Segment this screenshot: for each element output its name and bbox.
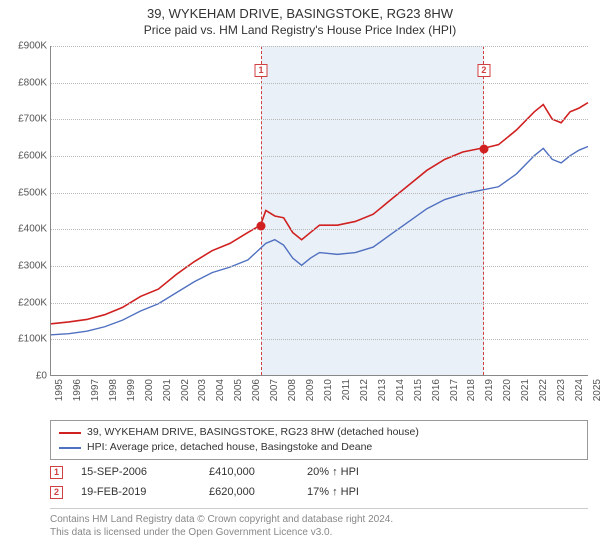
legend-row-property: 39, WYKEHAM DRIVE, BASINGSTOKE, RG23 8HW…: [59, 425, 579, 440]
gridline: [51, 83, 588, 84]
x-axis-label: 2002: [180, 379, 191, 401]
x-axis-label: 2007: [269, 379, 280, 401]
x-axis-label: 2003: [197, 379, 208, 401]
x-axis-label: 2019: [484, 379, 495, 401]
legend-label-hpi: HPI: Average price, detached house, Basi…: [87, 440, 372, 455]
legend-swatch-blue: [59, 447, 81, 449]
footer: Contains HM Land Registry data © Crown c…: [50, 508, 588, 539]
x-axis-label: 2024: [574, 379, 585, 401]
footer-line1: Contains HM Land Registry data © Crown c…: [50, 513, 588, 526]
x-axis-label: 2011: [341, 379, 352, 401]
y-axis-label: £100K: [18, 334, 47, 345]
gridline: [51, 156, 588, 157]
y-axis-label: £200K: [18, 297, 47, 308]
x-axis-label: 2005: [233, 379, 244, 401]
x-axis-label: 2009: [305, 379, 316, 401]
legend-label-property: 39, WYKEHAM DRIVE, BASINGSTOKE, RG23 8HW…: [87, 425, 419, 440]
sales-table: 1 15-SEP-2006 £410,000 20% ↑ HPI 2 19-FE…: [50, 462, 588, 502]
y-axis-label: £900K: [18, 41, 47, 52]
x-axis-label: 2012: [359, 379, 370, 401]
x-axis-label: 1997: [90, 379, 101, 401]
sale-price: £410,000: [209, 466, 289, 478]
x-axis-label: 2022: [538, 379, 549, 401]
x-axis-label: 2023: [556, 379, 567, 401]
x-axis-label: 2008: [287, 379, 298, 401]
y-axis-label: £0: [36, 371, 47, 382]
series-line: [51, 146, 588, 334]
x-axis-label: 1998: [108, 379, 119, 401]
plot-svg: [51, 46, 588, 375]
y-axis-label: £800K: [18, 77, 47, 88]
sale-marker-box: 1: [254, 64, 267, 77]
x-axis-label: 2025: [592, 379, 600, 401]
sale-marker-2: 2: [50, 486, 63, 499]
gridline: [51, 266, 588, 267]
footer-line2: This data is licensed under the Open Gov…: [50, 526, 588, 539]
y-axis-label: £700K: [18, 114, 47, 125]
sale-hpi: 17% ↑ HPI: [307, 486, 397, 498]
x-axis-label: 2010: [323, 379, 334, 401]
title-main: 39, WYKEHAM DRIVE, BASINGSTOKE, RG23 8HW: [0, 6, 600, 21]
y-axis-label: £400K: [18, 224, 47, 235]
series-line: [51, 103, 588, 324]
x-axis-label: 1995: [54, 379, 65, 401]
chart-plot-area: £0£100K£200K£300K£400K£500K£600K£700K£80…: [50, 46, 588, 376]
x-axis-label: 2017: [449, 379, 460, 401]
title-block: 39, WYKEHAM DRIVE, BASINGSTOKE, RG23 8HW…: [0, 0, 600, 37]
y-axis-label: £300K: [18, 261, 47, 272]
sale-hpi: 20% ↑ HPI: [307, 466, 397, 478]
x-axis-label: 2016: [431, 379, 442, 401]
gridline: [51, 46, 588, 47]
x-axis-label: 2001: [162, 379, 173, 401]
legend-swatch-red: [59, 432, 81, 434]
sale-dot: [479, 144, 488, 153]
sale-date: 15-SEP-2006: [81, 466, 191, 478]
sale-dot: [256, 221, 265, 230]
sale-marker-box: 2: [477, 64, 490, 77]
gridline: [51, 119, 588, 120]
x-axis-label: 2013: [377, 379, 388, 401]
x-axis-label: 2006: [251, 379, 262, 401]
x-axis-label: 2004: [215, 379, 226, 401]
sales-row: 1 15-SEP-2006 £410,000 20% ↑ HPI: [50, 462, 588, 482]
x-axis-label: 2018: [466, 379, 477, 401]
x-axis-label: 2015: [413, 379, 424, 401]
gridline: [51, 193, 588, 194]
title-sub: Price paid vs. HM Land Registry's House …: [0, 23, 600, 37]
x-axis-label: 1999: [126, 379, 137, 401]
x-axis-label: 1996: [72, 379, 83, 401]
gridline: [51, 303, 588, 304]
x-axis-label: 2020: [502, 379, 513, 401]
sale-marker-1: 1: [50, 466, 63, 479]
y-axis-label: £600K: [18, 151, 47, 162]
sale-price: £620,000: [209, 486, 289, 498]
gridline: [51, 229, 588, 230]
x-axis-label: 2021: [520, 379, 531, 401]
x-axis-label: 2014: [395, 379, 406, 401]
chart-container: 39, WYKEHAM DRIVE, BASINGSTOKE, RG23 8HW…: [0, 0, 600, 560]
x-axis-label: 2000: [144, 379, 155, 401]
sale-date: 19-FEB-2019: [81, 486, 191, 498]
y-axis-label: £500K: [18, 187, 47, 198]
legend-box: 39, WYKEHAM DRIVE, BASINGSTOKE, RG23 8HW…: [50, 420, 588, 460]
gridline: [51, 339, 588, 340]
legend-row-hpi: HPI: Average price, detached house, Basi…: [59, 440, 579, 455]
sales-row: 2 19-FEB-2019 £620,000 17% ↑ HPI: [50, 482, 588, 502]
